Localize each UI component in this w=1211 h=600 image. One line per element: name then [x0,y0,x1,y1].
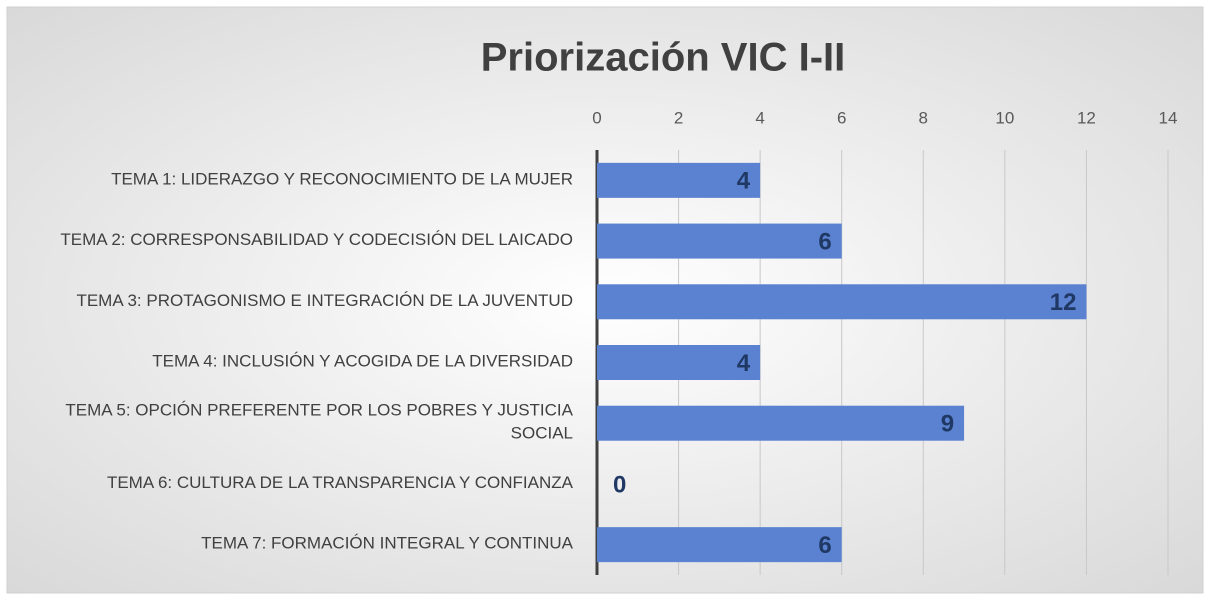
x-tick-label: 0 [592,108,601,127]
y-tick-label: TEMA 5: OPCIÓN PREFERENTE POR LOS POBRES… [65,401,573,443]
y-tick-label: TEMA 4: INCLUSIÓN Y ACOGIDA DE LA DIVERS… [152,352,573,371]
chart-title: Priorización VIC I-II [481,36,846,80]
data-label: 4 [737,168,751,195]
x-tick-label: 6 [837,108,846,127]
data-label: 6 [818,532,831,559]
x-tick-label: 10 [995,108,1014,127]
y-tick-label: TEMA 6: CULTURA DE LA TRANSPARENCIA Y CO… [107,473,574,492]
x-tick-label: 14 [1159,108,1178,127]
x-tick-label: 12 [1077,108,1096,127]
y-tick-label: TEMA 3: PROTAGONISMO E INTEGRACIÓN DE LA… [76,291,573,310]
data-label: 0 [613,471,626,498]
bar [597,162,761,198]
bar [597,527,842,563]
data-label: 4 [737,350,751,377]
x-tick-label: 8 [919,108,928,127]
data-label: 6 [818,228,831,255]
y-tick-label: TEMA 7: FORMACIÓN INTEGRAL Y CONTINUA [201,534,574,553]
data-label: 9 [941,411,954,438]
x-tick-label: 4 [755,108,764,127]
y-tick-label: TEMA 1: LIDERAZGO Y RECONOCIMIENTO DE LA… [111,170,573,189]
x-tick-label: 2 [674,108,683,127]
bar [597,405,965,441]
y-tick-label: TEMA 2: CORRESPONSABILIDAD Y CODECISIÓN … [60,231,573,250]
data-label: 12 [1050,289,1077,316]
bar [597,345,761,380]
bar [597,284,1087,320]
bar [597,223,842,259]
